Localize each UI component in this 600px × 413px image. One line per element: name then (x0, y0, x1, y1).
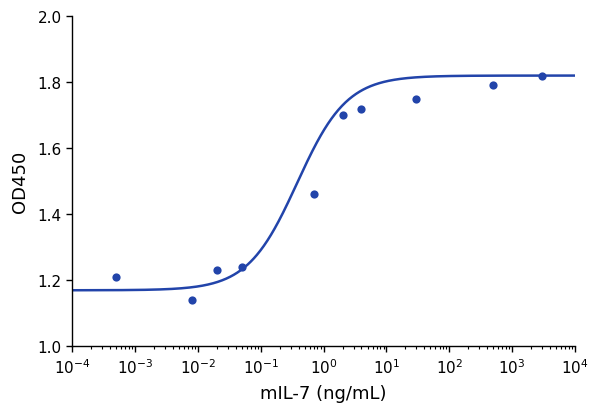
Point (488, 83, 498, 90)
Y-axis label: OD450: OD450 (11, 151, 29, 213)
Point (309, 192, 319, 198)
Point (412, 96, 421, 103)
Point (187, 297, 197, 304)
Point (237, 264, 247, 271)
Point (538, 73, 547, 80)
Point (111, 274, 121, 281)
Point (338, 113, 347, 119)
Point (356, 106, 366, 113)
Point (212, 268, 221, 274)
X-axis label: mIL-7 (ng/mL): mIL-7 (ng/mL) (260, 384, 387, 402)
